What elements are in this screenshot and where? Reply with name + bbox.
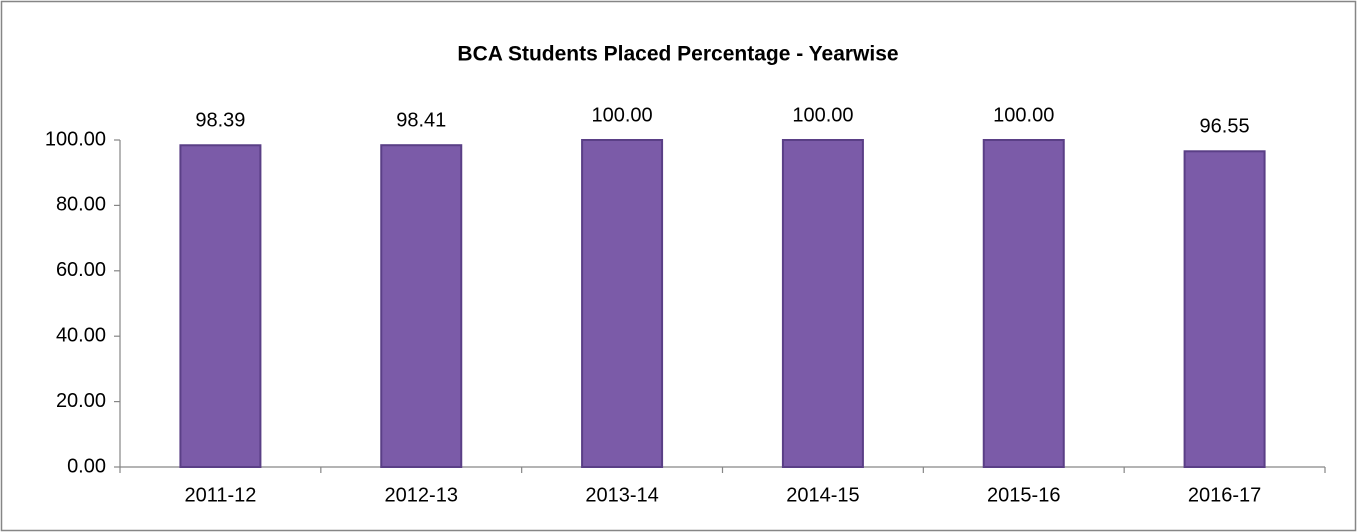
value-label: 100.00: [591, 104, 652, 126]
y-tick-label: 60.00: [56, 259, 106, 281]
x-tick-label: 2011-12: [184, 484, 256, 506]
y-tick-label: 40.00: [56, 324, 106, 346]
bar: [179, 144, 262, 468]
y-tick-label: 20.00: [56, 390, 106, 412]
value-label: 100.00: [792, 104, 853, 126]
x-tick-label: 2015-16: [987, 484, 1060, 506]
bar: [982, 139, 1065, 468]
bar: [581, 139, 664, 468]
x-tick-label: 2014-15: [786, 484, 859, 506]
x-tick-label: 2016-17: [1188, 484, 1261, 506]
bar: [380, 144, 463, 468]
value-label: 98.41: [396, 109, 446, 131]
y-tick-label: 80.00: [56, 194, 106, 216]
x-tick-label: 2013-14: [585, 484, 658, 506]
chart-title: BCA Students Placed Percentage - Yearwis…: [457, 43, 898, 66]
value-label: 98.39: [195, 110, 245, 132]
bar: [1183, 150, 1266, 468]
value-label: 100.00: [993, 104, 1054, 126]
y-tick-label: 0.00: [67, 455, 106, 477]
bar: [781, 139, 864, 468]
x-tick-label: 2012-13: [385, 484, 458, 506]
y-tick-label: 100.00: [45, 128, 106, 150]
value-label: 96.55: [1200, 116, 1250, 138]
